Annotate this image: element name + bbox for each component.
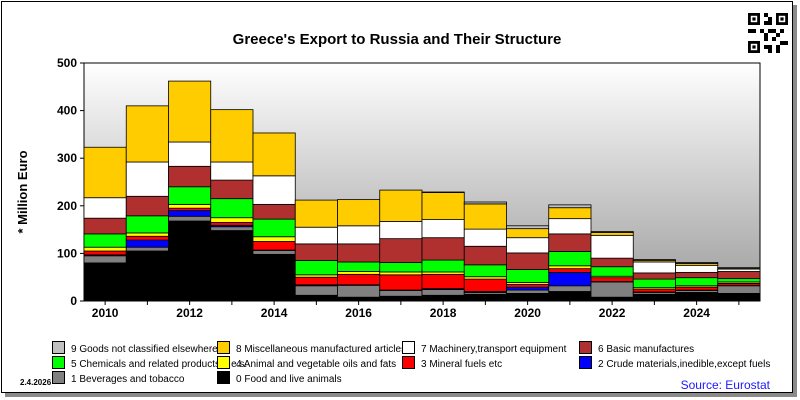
bar-segment-2013-s0 — [210, 230, 254, 302]
legend-label: 1 Beverages and tobacco — [71, 374, 185, 385]
bar-segment-2014-s8 — [252, 132, 296, 177]
legend-swatch — [52, 341, 65, 354]
legend-item: 1 Beverages and tobacco — [52, 371, 184, 385]
legend-item: 6 Basic manufactures — [579, 341, 694, 355]
x-tick-label-2024: 2024 — [683, 306, 710, 320]
y-tick-label: 500 — [57, 56, 77, 70]
legend-item: 7 Machinery,transport equipment — [402, 341, 566, 355]
legend-label: 3 Mineral fuels etc — [421, 359, 503, 370]
bar-segment-2014-s7 — [252, 175, 296, 205]
bar-segment-2019-s8 — [463, 203, 507, 230]
x-tick-label-2010: 2010 — [92, 306, 119, 320]
legend-label: 6 Basic manufactures — [598, 344, 695, 355]
legend-label: 8 Miscellaneous manufactured articles — [236, 344, 407, 355]
chart-plot: 0 100 200 300 400 500 2010 2012 2014 2016 2018 202… — [57, 56, 761, 320]
legend-label: 2 Crude materials,inedible,except fuels — [598, 359, 771, 370]
legend-swatch — [217, 356, 230, 369]
y-tick-label: 400 — [57, 104, 77, 118]
y-tick-label: 200 — [57, 199, 77, 213]
bar-segment-2010-s8 — [83, 146, 127, 199]
qr-code-icon — [748, 13, 788, 53]
legend: 9 Goods not classified elsewhere 8 Miscel… — [2, 2, 792, 392]
bar-segment-2018-s8 — [421, 192, 465, 221]
chart-title: Greece's Export to Russia and Their Stru… — [232, 31, 562, 48]
x-tick-label-2022: 2022 — [599, 306, 626, 320]
chart-frame: Greece's Export to Russia and Their Stru… — [1, 1, 793, 393]
bar-segment-2021-s9 — [548, 204, 592, 209]
legend-label: 9 Goods not classified elsewhere — [71, 344, 218, 355]
bar-segment-2011-s8 — [125, 105, 169, 163]
bar-segment-2022-s9 — [590, 231, 634, 233]
legend-swatch — [579, 356, 592, 369]
date-stamp: 2.4.2026 — [20, 378, 52, 387]
legend-swatch — [579, 341, 592, 354]
bar-segment-2012-s8 — [168, 80, 212, 143]
bar-segment-2011-s7 — [125, 161, 169, 197]
bar-segment-2024-s9 — [675, 262, 719, 264]
y-tick-label: 100 — [57, 246, 77, 260]
legend-item: 3 Mineral fuels etc — [402, 356, 502, 370]
x-tick-label-2014: 2014 — [261, 306, 288, 320]
y-tick-label: 0 — [70, 294, 77, 308]
legend-item: 0 Food and live animals — [217, 371, 342, 385]
legend-item: 9 Goods not classified elsewhere — [52, 341, 218, 355]
x-tick-label-2016: 2016 — [345, 306, 372, 320]
legend-item: 8 Miscellaneous manufactured articles — [217, 341, 406, 355]
legend-swatch — [402, 356, 415, 369]
bar-segment-2023-s9 — [632, 259, 676, 261]
x-tick-label-2020: 2020 — [514, 306, 541, 320]
bar-segment-2013-s8 — [210, 109, 254, 163]
legend-label: 5 Chemicals and related products,n.e.s. — [71, 359, 248, 370]
x-tick-label-2012: 2012 — [176, 306, 203, 320]
legend-swatch — [52, 371, 65, 384]
bar-segment-2011-s0 — [125, 250, 169, 302]
legend-item: 5 Chemicals and related products,n.e.s. — [52, 356, 247, 370]
legend-swatch — [217, 371, 230, 384]
legend-label: 4 Animal and vegetable oils and fats — [236, 359, 397, 370]
bar-segment-2017-s8 — [379, 189, 423, 222]
y-tick-label: 300 — [57, 151, 77, 165]
legend-swatch — [52, 356, 65, 369]
legend-label: 7 Machinery,transport equipment — [421, 344, 567, 355]
bar-segment-2019-s9 — [463, 201, 507, 205]
legend-label: 0 Food and live animals — [236, 374, 342, 385]
legend-item: 4 Animal and vegetable oils and fats — [217, 356, 396, 370]
source-label: Source: Eurostat — [680, 378, 770, 392]
legend-swatch — [217, 341, 230, 354]
legend-swatch — [402, 341, 415, 354]
legend-item: 2 Crude materials,inedible,except fuels — [579, 356, 770, 370]
x-tick-label-2018: 2018 — [430, 306, 457, 320]
